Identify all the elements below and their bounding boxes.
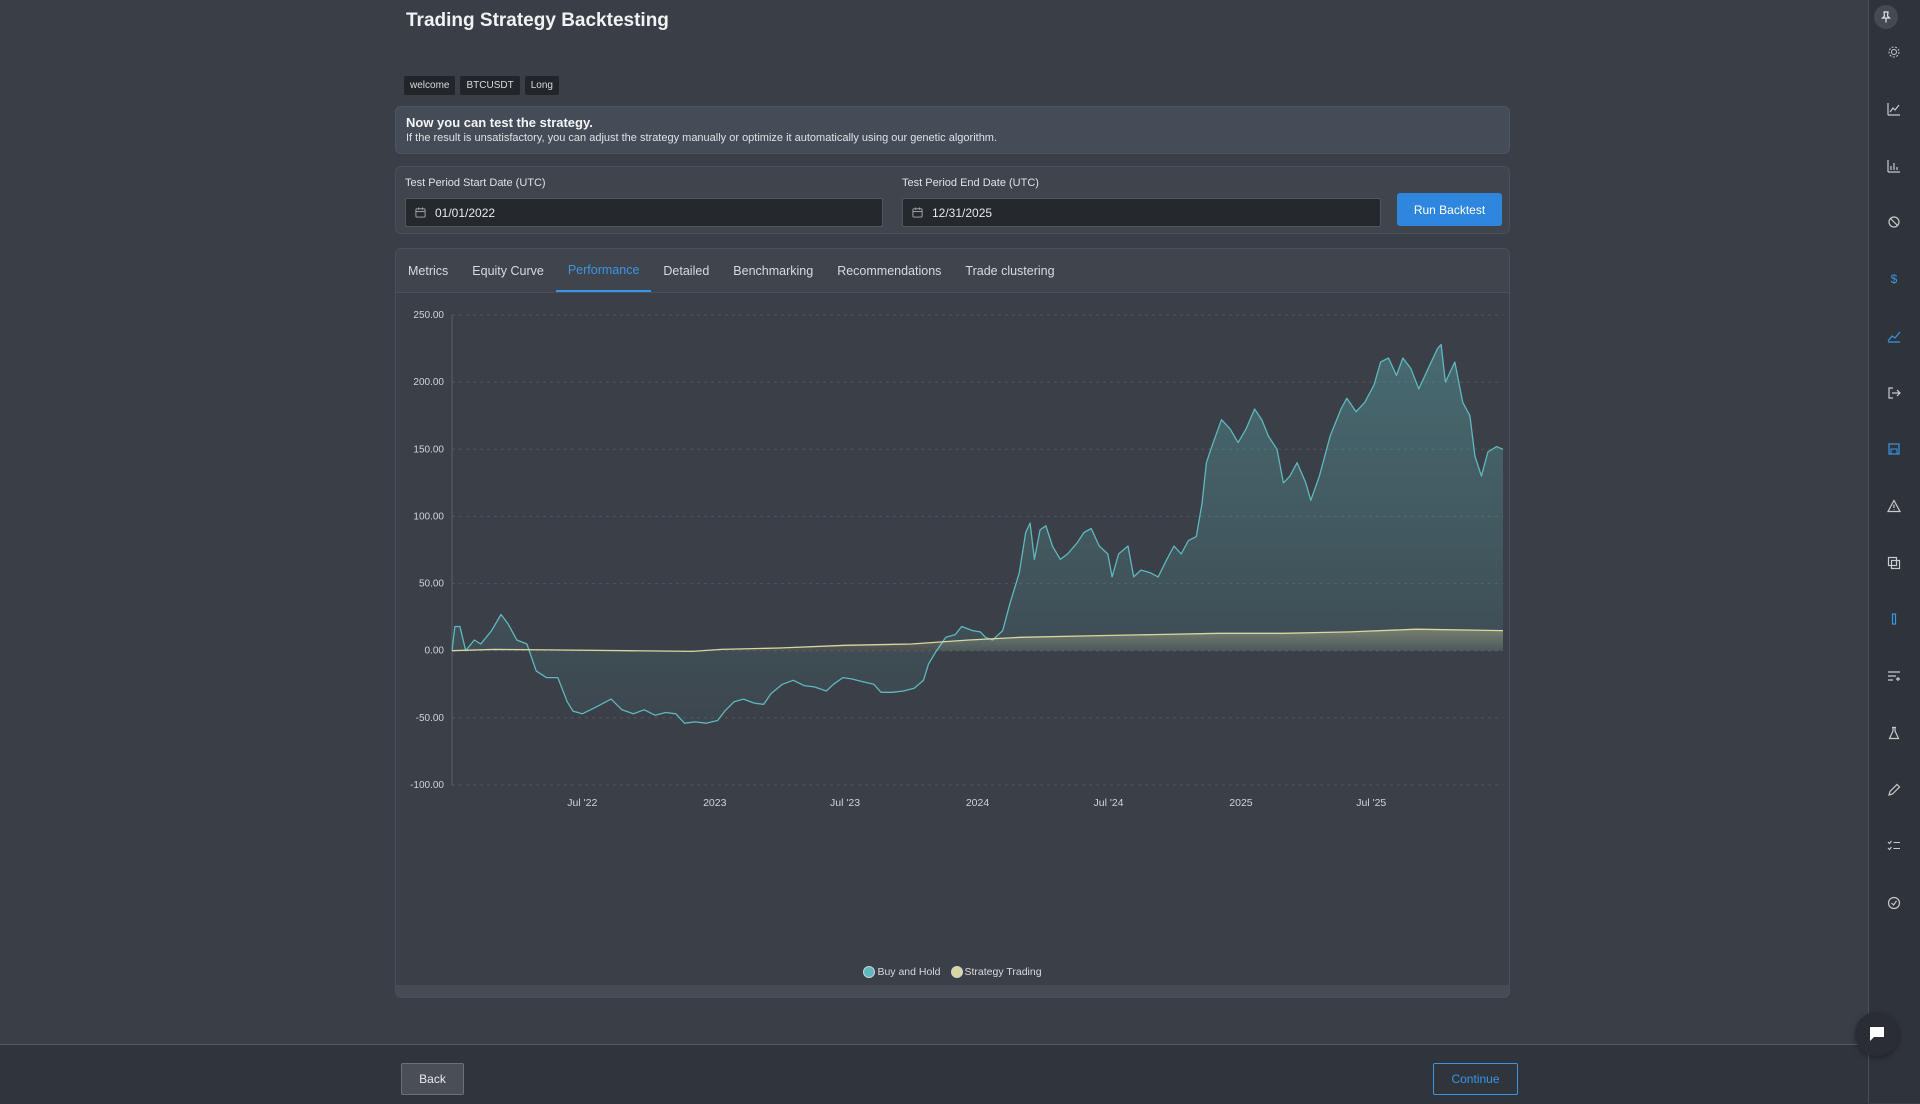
check-circle-icon[interactable] bbox=[1887, 896, 1901, 910]
tag-direction[interactable]: Long bbox=[524, 76, 559, 95]
results-tabs: Metrics Equity Curve Performance Detaile… bbox=[396, 249, 1509, 293]
info-banner: Now you can test the strategy. If the re… bbox=[395, 106, 1510, 154]
results-card: Metrics Equity Curve Performance Detaile… bbox=[395, 248, 1510, 998]
checklist-icon[interactable] bbox=[1887, 839, 1901, 853]
x-tick-label: Jul '25 bbox=[1356, 797, 1386, 809]
dollar-icon[interactable]: $ bbox=[1887, 272, 1901, 286]
y-tick-label: 150.00 bbox=[413, 444, 444, 455]
chat-icon[interactable] bbox=[1855, 1012, 1899, 1056]
chart-legend: Buy and Hold Strategy Trading bbox=[396, 966, 1509, 978]
test-period-card: Test Period Start Date (UTC) 01/01/2022 … bbox=[395, 166, 1510, 234]
copy-icon[interactable] bbox=[1887, 556, 1901, 570]
bar-icon[interactable] bbox=[1887, 612, 1901, 626]
x-tick-label: Jul '23 bbox=[830, 797, 860, 809]
back-button[interactable]: Back bbox=[401, 1063, 464, 1095]
y-tick-label: 200.00 bbox=[413, 377, 444, 388]
tag-welcome[interactable]: welcome bbox=[404, 76, 456, 95]
start-date-label: Test Period Start Date (UTC) bbox=[405, 177, 546, 189]
legend-label-strategy-trading: Strategy Trading bbox=[964, 966, 1042, 978]
footer-bar: Back Continue bbox=[0, 1044, 1868, 1104]
svg-text:$: $ bbox=[1891, 272, 1898, 286]
run-backtest-button[interactable]: Run Backtest bbox=[1397, 193, 1502, 226]
chart-icon[interactable] bbox=[1887, 102, 1901, 116]
tag-list: welcome BTCUSDT Long bbox=[404, 76, 559, 95]
y-tick-label: -100.00 bbox=[410, 780, 444, 791]
calendar-icon bbox=[912, 207, 923, 218]
logout-icon[interactable] bbox=[1887, 386, 1901, 400]
chart-scroll-track[interactable] bbox=[396, 985, 1509, 997]
tag-symbol[interactable]: BTCUSDT bbox=[460, 76, 520, 95]
calendar-icon bbox=[415, 207, 426, 218]
end-date-value: 12/31/2025 bbox=[932, 205, 993, 220]
start-date-input[interactable]: 01/01/2022 bbox=[405, 198, 883, 227]
y-tick-label: 0.00 bbox=[425, 646, 445, 657]
banner-text: If the result is unsatisfactory, you can… bbox=[406, 132, 998, 144]
tab-recommendations[interactable]: Recommendations bbox=[837, 263, 942, 278]
list-filter-icon[interactable] bbox=[1887, 669, 1901, 683]
page-title: Trading Strategy Backtesting bbox=[406, 10, 669, 31]
tab-detailed[interactable]: Detailed bbox=[663, 263, 710, 278]
legend-label-buy-and-hold: Buy and Hold bbox=[877, 966, 941, 978]
y-tick-label: -50.00 bbox=[416, 713, 445, 724]
tab-equity-curve[interactable]: Equity Curve bbox=[472, 263, 544, 278]
warning-icon[interactable] bbox=[1887, 499, 1901, 513]
pencil-icon[interactable] bbox=[1887, 783, 1901, 797]
legend-buy-and-hold[interactable]: Buy and Hold bbox=[863, 966, 941, 978]
continue-button[interactable]: Continue bbox=[1433, 1063, 1518, 1095]
ban-icon[interactable] bbox=[1887, 215, 1901, 229]
series-line-strategy-trading bbox=[451, 628, 1504, 653]
y-tick-label: 100.00 bbox=[413, 511, 444, 522]
series-area-strategy-trading bbox=[452, 629, 1503, 652]
x-tick-label: 2024 bbox=[966, 797, 990, 809]
legend-swatch-buy-and-hold bbox=[863, 966, 876, 978]
trend-icon[interactable] bbox=[1887, 329, 1901, 343]
right-toolbar bbox=[1868, 0, 1920, 1103]
tab-metrics[interactable]: Metrics bbox=[408, 263, 449, 278]
series-line-buy-and-hold bbox=[451, 343, 1504, 724]
end-date-input[interactable]: 12/31/2025 bbox=[902, 198, 1381, 227]
save-icon[interactable] bbox=[1887, 442, 1901, 456]
settings-icon[interactable] bbox=[1887, 45, 1901, 59]
performance-chart[interactable]: 250.00 200.00 150.00 100.00 50.00 0.00 -50.00 -… bbox=[396, 293, 1509, 963]
x-tick-label: Jul '24 bbox=[1093, 797, 1123, 809]
x-tick-label: 2025 bbox=[1229, 797, 1253, 809]
pin-icon[interactable] bbox=[1874, 5, 1898, 29]
tab-trade-clustering[interactable]: Trade clustering bbox=[965, 263, 1055, 278]
end-date-label: Test Period End Date (UTC) bbox=[902, 177, 1039, 189]
tab-benchmarking[interactable]: Benchmarking bbox=[733, 263, 814, 278]
y-tick-label: 50.00 bbox=[419, 579, 444, 590]
legend-strategy-trading[interactable]: Strategy Trading bbox=[950, 966, 1042, 978]
x-tick-label: 2023 bbox=[703, 797, 727, 809]
legend-swatch-strategy-trading bbox=[950, 966, 963, 978]
flask-icon[interactable] bbox=[1887, 726, 1901, 740]
y-tick-label: 250.00 bbox=[413, 310, 444, 321]
start-date-value: 01/01/2022 bbox=[435, 205, 496, 220]
tab-performance[interactable]: Performance bbox=[555, 249, 652, 292]
x-tick-label: Jul '22 bbox=[567, 797, 597, 809]
banner-title: Now you can test the strategy. bbox=[406, 115, 593, 130]
bar-chart-icon[interactable] bbox=[1887, 159, 1901, 173]
